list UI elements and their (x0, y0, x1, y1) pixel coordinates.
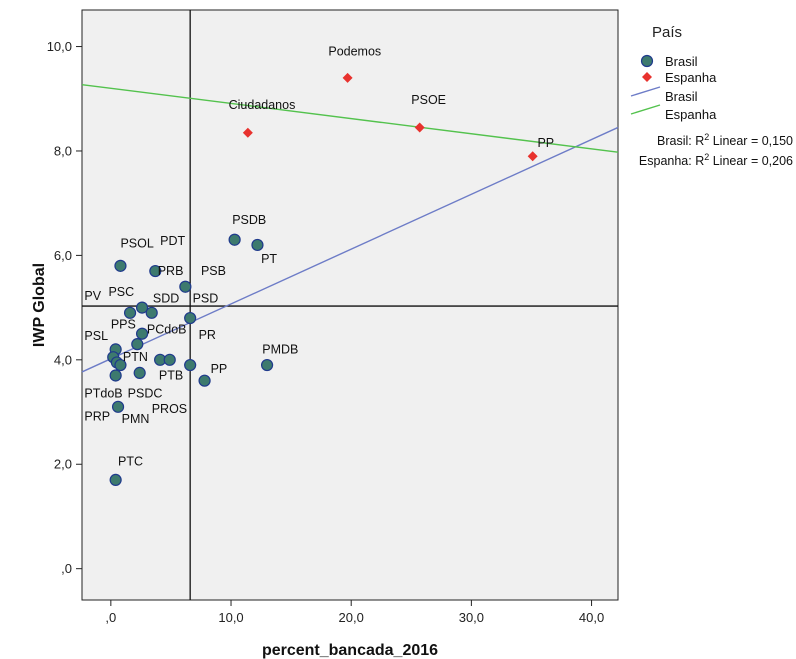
legend-label-0: Brasil (665, 54, 698, 69)
y-tick-label-0: ,0 (61, 561, 72, 576)
x-tick-label-3: 30,0 (459, 610, 484, 625)
x-axis-ticks: ,0 10,0 20,0 30,0 40,0 (105, 600, 604, 625)
plot-background (81, 9, 619, 601)
y-tick-label-4: 8,0 (54, 143, 72, 158)
point-brasil-9 (135, 327, 149, 340)
r2-labels: Brasil: R2 Linear = 0,150 Espanha: R2 Lin… (639, 132, 793, 168)
y-tick-label-3: 6,0 (54, 248, 72, 263)
point-brasil-18 (260, 358, 274, 372)
reference-lines (82, 10, 618, 600)
point-brasil-17 (184, 358, 197, 372)
fit-line-espanha (81, 83, 619, 153)
point-label-27: PP (537, 136, 554, 150)
point-brasil-6 (123, 306, 137, 319)
y-tick-label-1: 2,0 (54, 457, 72, 472)
point-brasil-2 (228, 233, 241, 246)
x-tick-label-2: 20,0 (339, 610, 364, 625)
x-axis-label: percent_bancada_2016 (262, 642, 438, 659)
legend-marker-2 (630, 86, 661, 97)
point-espanha-0 (342, 72, 353, 83)
point-label-1: PDT (160, 234, 185, 248)
point-brasil-8 (184, 311, 197, 325)
point-brasil-19 (133, 366, 146, 379)
point-brasil-7 (145, 306, 158, 319)
point-espanha-1 (242, 127, 253, 138)
point-label-17: PTB (159, 369, 183, 383)
point-labels: PSOL PDT PSDB PT PRB PSB PV PSC SDD PSD PPS PCdoB PR… (84, 44, 554, 468)
fit-line-brasil (81, 126, 619, 373)
r2-label-0: Brasil: R2 Linear = 0,150 (657, 132, 793, 148)
point-label-20: PROS (152, 402, 187, 416)
point-label-21: PRP (84, 409, 110, 423)
point-label-12: PR (199, 328, 216, 342)
legend-label-1: Espanha (665, 70, 717, 85)
legend-label-2: Brasil (665, 89, 698, 104)
point-label-14: PTN (123, 350, 148, 364)
x-tick-label-1: 10,0 (218, 610, 243, 625)
point-brasil-3 (251, 238, 264, 252)
point-brasil-5 (135, 301, 149, 314)
point-label-5: PSB (201, 264, 226, 278)
point-brasil-21 (198, 374, 211, 387)
point-brasil-4 (179, 280, 192, 293)
point-label-23: PTC (118, 454, 143, 468)
point-label-22: PMN (122, 412, 150, 426)
legend-marker-1 (642, 72, 652, 82)
point-brasil-20 (109, 369, 122, 382)
point-brasil-22 (111, 400, 125, 413)
point-label-13: PSL (84, 329, 108, 343)
legend-label-3: Espanha (665, 107, 717, 122)
point-label-19: PSDC (128, 386, 163, 400)
point-brasil-23 (109, 473, 122, 487)
point-brasil-10 (131, 338, 144, 351)
point-label-6: PV (84, 289, 101, 303)
point-label-18: PTdoB (84, 386, 122, 400)
point-label-3: PT (261, 252, 277, 266)
y-tick-label-2: 4,0 (54, 352, 72, 367)
point-brasil-1 (149, 264, 162, 278)
point-brasil-0 (114, 259, 127, 272)
fit-lines (81, 83, 619, 373)
point-label-26: PSOE (411, 93, 446, 107)
point-label-10: PPS (111, 317, 136, 331)
point-label-7: PSC (108, 285, 134, 299)
legend-title: País (652, 24, 682, 41)
point-label-8: SDD (153, 291, 179, 305)
point-brasil-14 (114, 358, 127, 372)
point-label-4: PRB (158, 264, 184, 278)
legend-marker-0 (640, 54, 654, 68)
data-points (107, 72, 538, 487)
x-tick-label-0: ,0 (105, 610, 116, 625)
legend-marker-3 (630, 104, 661, 115)
point-label-11: PCdoB (147, 323, 187, 337)
point-label-25: Ciudadanos (229, 98, 296, 112)
y-tick-label-5: 10,0 (47, 39, 72, 54)
point-brasil-16 (163, 353, 176, 366)
point-espanha-3 (527, 151, 538, 162)
point-label-15: PMDB (262, 343, 298, 357)
point-label-24: Podemos (328, 44, 381, 58)
y-axis-label: IWP Global (31, 263, 48, 347)
r2-label-1: Espanha: R2 Linear = 0,206 (639, 152, 793, 168)
point-label-0: PSOL (120, 237, 153, 251)
y-axis-ticks: ,0 2,0 4,0 6,0 8,0 10,0 (47, 39, 82, 576)
point-label-9: PSD (193, 291, 219, 305)
point-espanha-2 (414, 122, 425, 133)
point-label-16: PP (211, 362, 228, 376)
point-label-2: PSDB (232, 213, 266, 227)
x-tick-label-4: 40,0 (579, 610, 604, 625)
